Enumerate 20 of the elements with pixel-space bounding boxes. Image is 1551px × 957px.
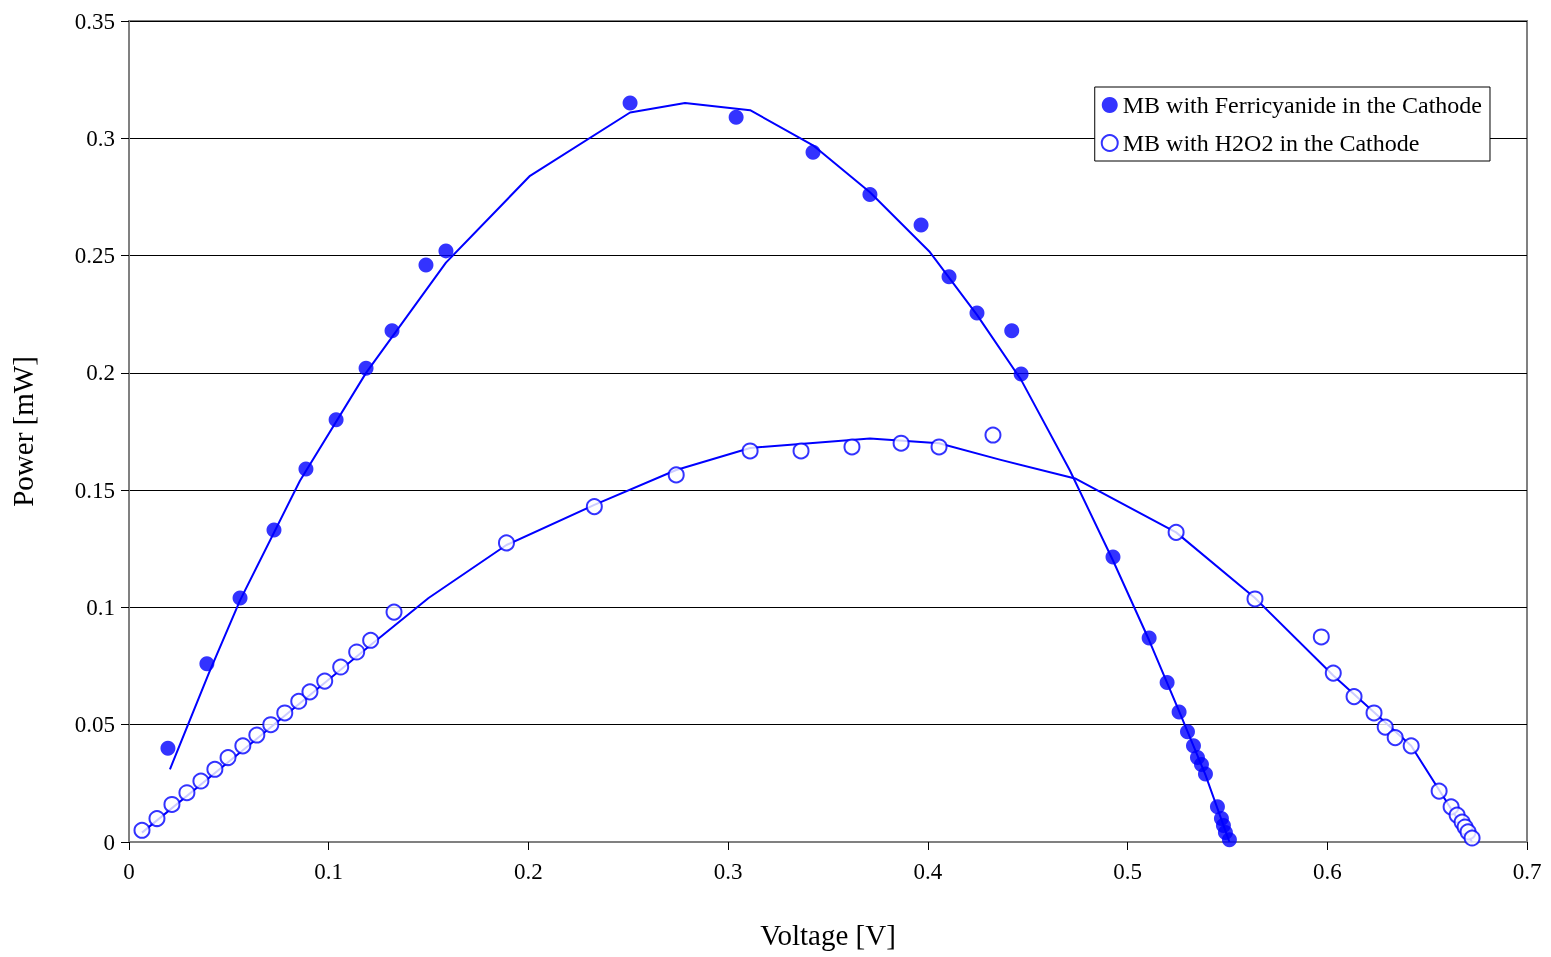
legend-label: MB with H2O2 in the Cathode (1122, 130, 1420, 156)
x-axis-title: Voltage [V] (760, 918, 896, 951)
y-tick-label: 0.3 (86, 125, 115, 151)
y-tick-label: 0.35 (74, 8, 115, 34)
y-tick-label: 0.25 (74, 243, 115, 269)
y-axis-title: Power [mW] (6, 356, 39, 507)
y-tick-label: 0 (103, 829, 115, 855)
x-tick-label: 0.6 (1312, 859, 1342, 884)
x-tick-label: 0.4 (913, 859, 943, 884)
x-tick-label: 0.3 (713, 859, 743, 884)
x-tick-label: 0.5 (1113, 859, 1142, 884)
x-tick-label: 0.7 (1512, 859, 1542, 884)
y-tick-label: 0.1 (86, 594, 115, 620)
x-tick-label: 0 (123, 859, 135, 884)
legend-label: MB with Ferricyanide in the Cathode (1122, 92, 1482, 118)
x-tick-label: 0.1 (314, 859, 344, 884)
y-tick-label: 0.15 (74, 477, 115, 503)
x-tick-label: 0.2 (514, 859, 543, 884)
y-tick-label: 0.05 (74, 712, 115, 738)
y-tick-label: 0.2 (86, 360, 115, 386)
